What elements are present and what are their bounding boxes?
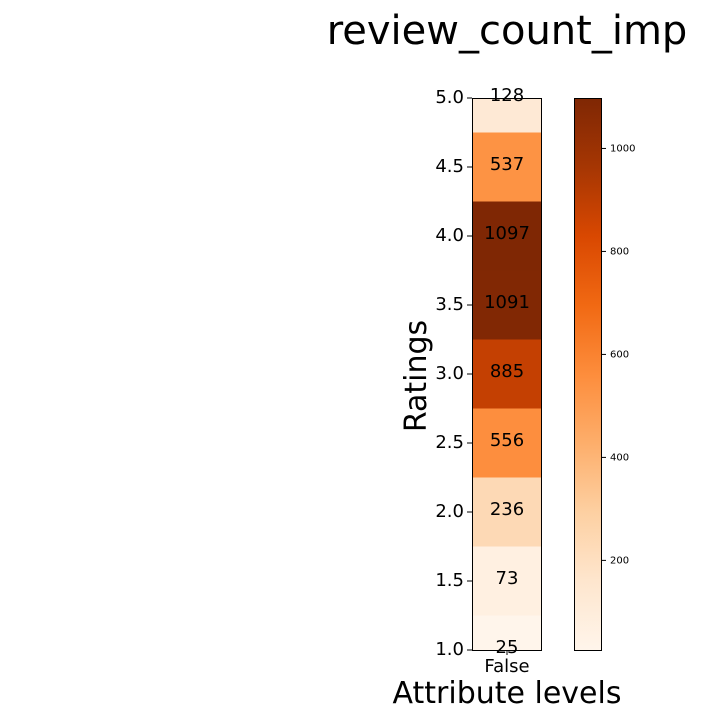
colorbar-tick-label: 200: [610, 555, 629, 566]
heatmap-cell: [472, 201, 542, 271]
colorbar-tick-label: 1000: [610, 143, 635, 154]
y-tick-label: 2.5: [435, 432, 464, 453]
y-tick-label: 3.5: [435, 294, 464, 315]
y-tick-label: 5.0: [435, 87, 464, 108]
heatmap-cell: [472, 132, 542, 202]
chart-title: review_count_imp: [327, 8, 688, 54]
x-axis-ticks: False: [484, 650, 530, 677]
colorbar-ticks: 200 400 600 800 1000: [602, 143, 635, 566]
cell-value-label: 885: [490, 361, 524, 382]
colorbar-tick-label: 800: [610, 246, 629, 257]
y-axis-title: Ratings: [399, 320, 434, 432]
y-tick-label: 1.5: [435, 570, 464, 591]
y-tick-label: 1.0: [435, 639, 464, 660]
y-axis-ticks: 1.0 1.5 2.0 2.5 3.0 3.5 4.0 4.5 5.0: [435, 87, 472, 660]
y-tick-label: 4.0: [435, 225, 464, 246]
y-tick-label: 3.0: [435, 363, 464, 384]
cell-value-label: 1097: [484, 223, 530, 244]
heatmap-cell: [472, 615, 542, 650]
x-tick-label: False: [484, 656, 529, 677]
heatmap-cell: [472, 477, 542, 547]
cell-value-label: 556: [490, 430, 524, 451]
y-tick-label: 2.0: [435, 501, 464, 522]
heatmap-cell: [472, 270, 542, 340]
cell-value-label: 25: [496, 637, 519, 658]
heatmap-cell: [472, 408, 542, 478]
cell-value-label: 73: [496, 568, 519, 589]
x-axis-title: Attribute levels: [393, 676, 622, 711]
heatmap-cell: [472, 98, 542, 133]
colorbar-tick-label: 600: [610, 349, 629, 360]
cell-value-label: 537: [490, 154, 524, 175]
cell-value-label: 1091: [484, 292, 530, 313]
heatmap-cell: [472, 339, 542, 409]
y-tick-label: 4.5: [435, 156, 464, 177]
colorbar-gradient: [574, 98, 602, 651]
cell-value-label: 128: [490, 85, 524, 106]
colorbar: 200 400 600 800 1000: [574, 98, 635, 651]
cell-value-label: 236: [490, 499, 524, 520]
cell-value-labels: 25 73 236 556 885 1091 1097 537 128: [484, 85, 530, 658]
heatmap-cell: [472, 546, 542, 616]
heatmap-cells: [472, 98, 542, 650]
colorbar-tick-label: 400: [610, 452, 629, 463]
